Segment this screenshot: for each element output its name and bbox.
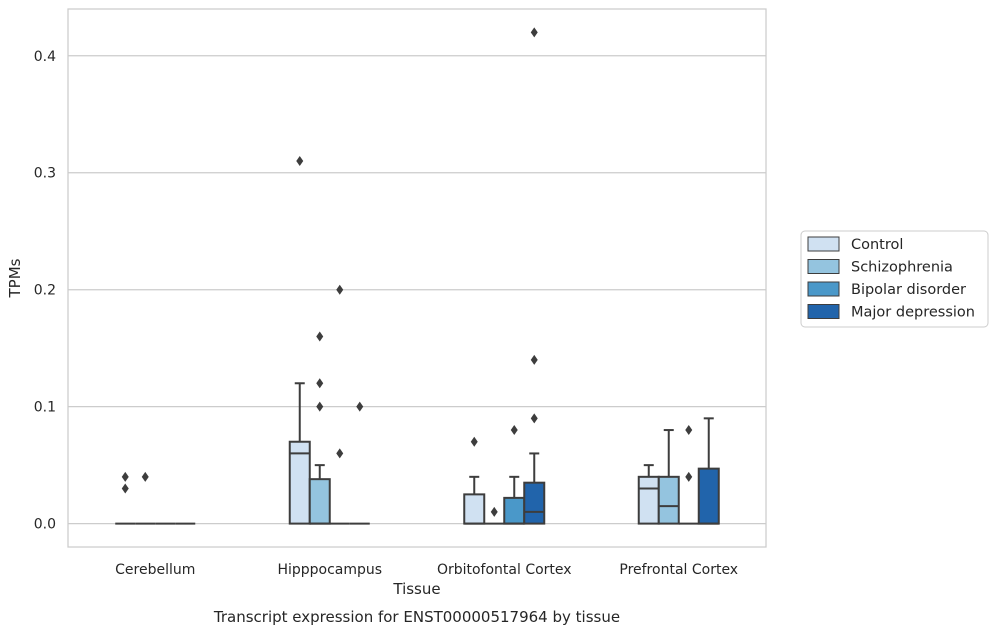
box [637, 475, 660, 525]
box [308, 478, 331, 525]
legend-swatch [807, 304, 840, 319]
outlier-point [316, 378, 324, 389]
outlier-point [141, 471, 149, 482]
box [657, 475, 680, 525]
box-group [329, 284, 350, 525]
outlier-point [121, 471, 129, 482]
outlier-point [296, 156, 304, 167]
y-axis-label: TPMs [6, 258, 24, 298]
box-group [503, 425, 526, 525]
y-tick-label: 0.1 [34, 400, 56, 416]
x-tick-label: Orbitofontal Cortex [437, 562, 572, 578]
outlier-point [530, 413, 538, 424]
x-tick-labels: Cerebellum Hipppocampus Orbitofontal Corte… [115, 562, 738, 578]
box [697, 467, 720, 525]
outlier-point [356, 401, 364, 412]
outlier-point [530, 354, 538, 365]
outlier-point [336, 448, 344, 459]
box-group [657, 429, 680, 525]
chart-title: Transcript expression for ENST0000051796… [213, 608, 620, 626]
x-tick-label: Prefrontal Cortex [619, 562, 738, 578]
x-axis-label: Tissue [392, 580, 440, 598]
legend-swatch [807, 281, 840, 297]
box-group [308, 331, 331, 525]
legend-frame [800, 230, 989, 328]
gridlines [68, 55, 766, 525]
box [523, 481, 546, 525]
outlier-point [316, 331, 324, 342]
outlier-point [685, 471, 693, 482]
box-group [637, 464, 660, 525]
y-tick-labels: 0.0 0.1 0.2 0.3 0.4 [34, 49, 56, 533]
y-tick-label: 0.3 [34, 166, 56, 182]
box [503, 496, 526, 525]
box-group [678, 425, 699, 525]
box-group [135, 471, 156, 525]
legend-swatch [807, 236, 840, 252]
y-tick-label: 0.2 [34, 283, 56, 299]
legend-label: Schizophrenia [851, 260, 953, 276]
outlier-point [510, 425, 518, 436]
box-series [115, 27, 720, 525]
y-tick-label: 0.4 [34, 49, 56, 65]
legend-label: Bipolar disorder [851, 282, 966, 298]
y-tick-label: 0.0 [34, 517, 56, 533]
box-group [288, 156, 311, 525]
x-tick-label: Cerebellum [115, 562, 195, 578]
x-tick-label: Hipppocampus [277, 562, 382, 578]
box-group [463, 436, 486, 525]
outlier-point [470, 436, 478, 447]
legend-label: Major depression [851, 305, 975, 321]
box [463, 493, 486, 525]
outlier-point [490, 506, 498, 517]
plot-frame [67, 8, 767, 548]
box-group [349, 401, 370, 525]
box-group [697, 417, 720, 525]
outlier-point [336, 284, 344, 295]
outlier-point [316, 401, 324, 412]
legend-label: Control [851, 237, 903, 253]
outlier-point [530, 27, 538, 38]
outlier-point [121, 483, 129, 494]
outlier-point [685, 425, 693, 436]
box-group [523, 27, 546, 525]
legend-swatch [807, 259, 840, 274]
legend: Control Schizophrenia Bipolar disorder Majo… [800, 230, 989, 328]
box-group [115, 471, 136, 525]
box-group [484, 506, 505, 525]
